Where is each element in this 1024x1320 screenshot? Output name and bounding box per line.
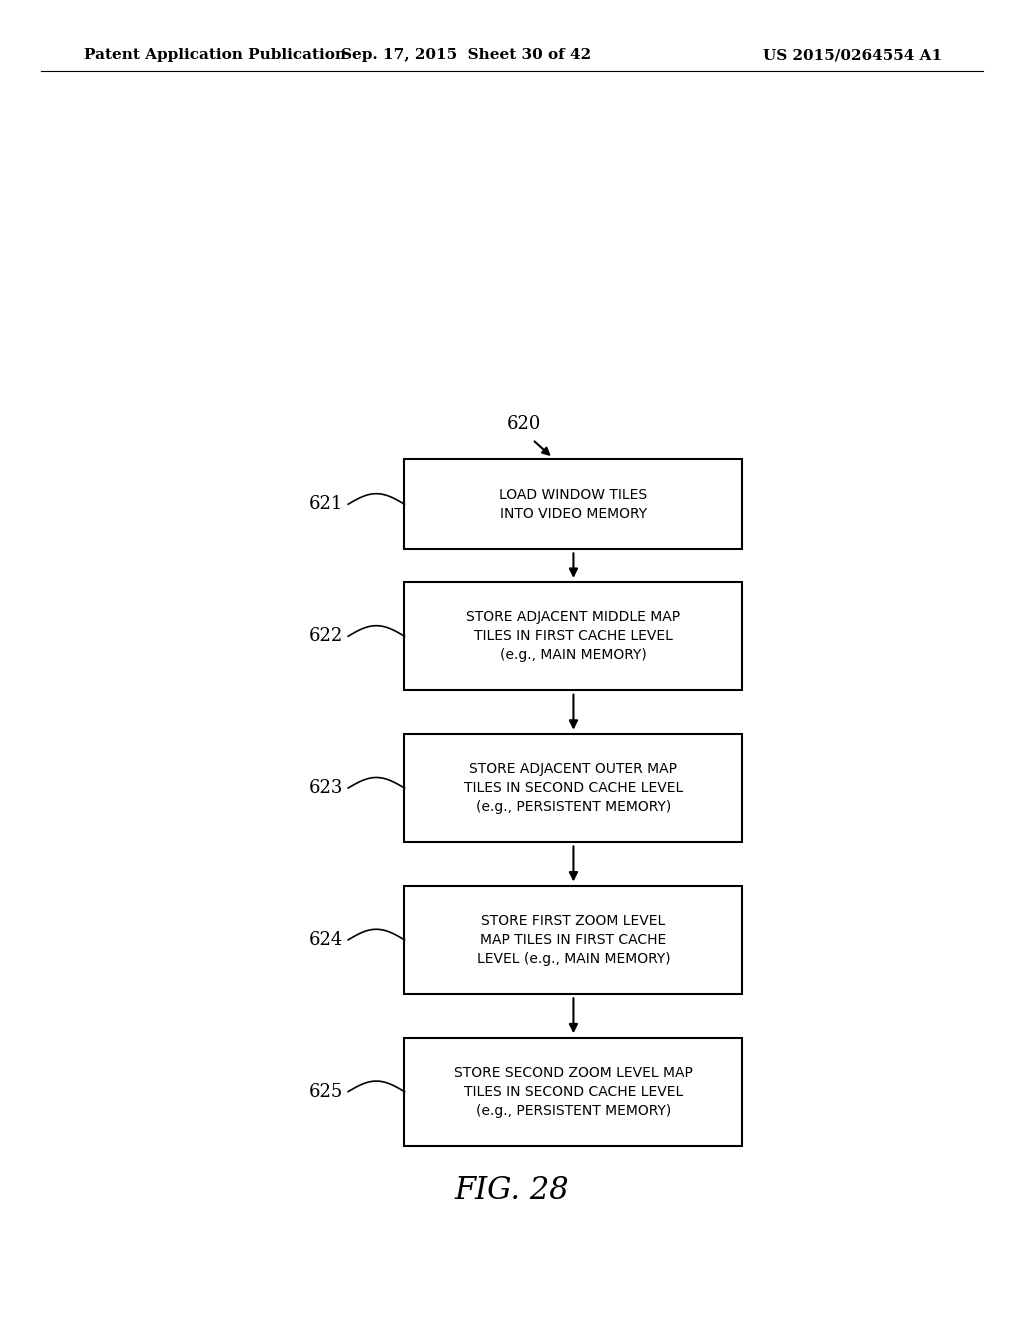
- Text: FIG. 28: FIG. 28: [455, 1175, 569, 1206]
- Text: LOAD WINDOW TILES
INTO VIDEO MEMORY: LOAD WINDOW TILES INTO VIDEO MEMORY: [500, 488, 647, 520]
- Text: 621: 621: [308, 495, 343, 513]
- Text: 620: 620: [507, 414, 542, 433]
- Text: 623: 623: [308, 779, 343, 797]
- Bar: [404, 582, 742, 690]
- Text: Patent Application Publication: Patent Application Publication: [84, 49, 346, 62]
- Bar: [404, 1038, 742, 1146]
- Text: US 2015/0264554 A1: US 2015/0264554 A1: [763, 49, 942, 62]
- Text: STORE ADJACENT MIDDLE MAP
TILES IN FIRST CACHE LEVEL
(e.g., MAIN MEMORY): STORE ADJACENT MIDDLE MAP TILES IN FIRST…: [466, 610, 681, 663]
- Text: STORE ADJACENT OUTER MAP
TILES IN SECOND CACHE LEVEL
(e.g., PERSISTENT MEMORY): STORE ADJACENT OUTER MAP TILES IN SECOND…: [464, 762, 683, 814]
- Bar: [404, 459, 742, 549]
- Text: 624: 624: [309, 931, 343, 949]
- Text: STORE FIRST ZOOM LEVEL
MAP TILES IN FIRST CACHE
LEVEL (e.g., MAIN MEMORY): STORE FIRST ZOOM LEVEL MAP TILES IN FIRS…: [476, 913, 671, 966]
- Text: 622: 622: [309, 627, 343, 645]
- Text: 625: 625: [309, 1082, 343, 1101]
- Bar: [404, 886, 742, 994]
- Text: Sep. 17, 2015  Sheet 30 of 42: Sep. 17, 2015 Sheet 30 of 42: [341, 49, 591, 62]
- Text: STORE SECOND ZOOM LEVEL MAP
TILES IN SECOND CACHE LEVEL
(e.g., PERSISTENT MEMORY: STORE SECOND ZOOM LEVEL MAP TILES IN SEC…: [454, 1065, 693, 1118]
- Bar: [404, 734, 742, 842]
